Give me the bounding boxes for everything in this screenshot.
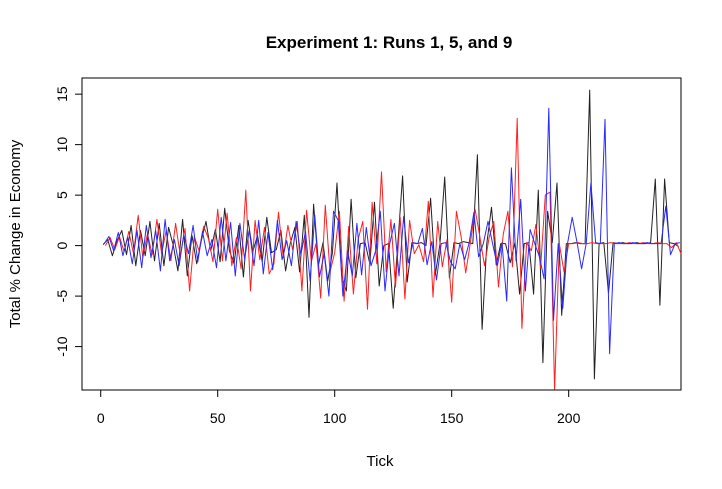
x-axis-title: Tick — [367, 453, 394, 470]
y-tick-label: 10 — [54, 137, 70, 153]
x-tick-label: 50 — [210, 410, 226, 426]
series-line-2 — [104, 117, 682, 391]
x-tick-label: 150 — [440, 410, 464, 426]
y-tick-label: -10 — [54, 336, 70, 356]
x-axis: 0 50 100 150 200 — [97, 389, 581, 426]
series-line-3 — [103, 107, 680, 355]
y-axis: -10 -5 0 5 10 15 — [54, 86, 83, 357]
x-tick-label: 0 — [97, 410, 105, 426]
series-line-1 — [102, 89, 679, 380]
y-tick-label: 0 — [54, 242, 70, 250]
y-tick-label: 5 — [54, 191, 70, 199]
x-tick-label: 200 — [557, 410, 581, 426]
x-tick-label: 100 — [323, 410, 347, 426]
y-axis-title: Total % Change in Economy — [7, 139, 24, 328]
series-layer — [102, 89, 682, 391]
y-tick-label: 15 — [54, 86, 70, 102]
chart-title: Experiment 1: Runs 1, 5, and 9 — [266, 33, 513, 52]
y-tick-label: -5 — [54, 290, 70, 303]
